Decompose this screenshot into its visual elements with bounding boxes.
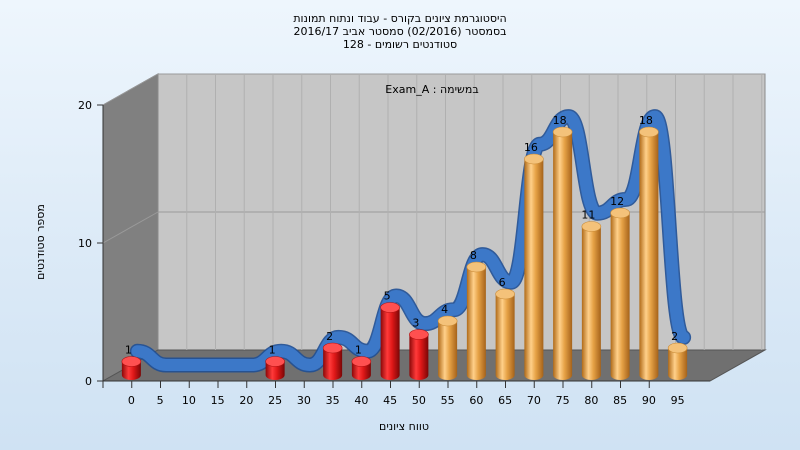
x-tick-label-75: 75 [556, 394, 570, 407]
x-tick-label-35: 35 [326, 394, 340, 407]
value-label-65: 6 [499, 276, 506, 289]
bar-body-90 [639, 132, 659, 380]
bar-70 [524, 153, 544, 380]
bar-cap-25 [265, 356, 285, 367]
title-line-3: סטודנטים רשומים - 128 [343, 38, 457, 51]
value-label-45: 5 [384, 290, 391, 303]
value-label-25: 1 [269, 344, 276, 357]
x-tick-label-10: 10 [182, 394, 196, 407]
x-tick-label-5: 5 [157, 394, 164, 407]
bar-85 [610, 207, 630, 380]
x-tick-label-85: 85 [613, 394, 627, 407]
bar-40 [351, 356, 372, 380]
y-tick-label-0: 0 [85, 375, 92, 388]
bar-60 [466, 261, 487, 380]
bar-body-85 [610, 213, 630, 380]
bar-55 [437, 315, 458, 380]
y-tick-label-20: 20 [78, 99, 92, 112]
x-axis-title: טווח ציונים [379, 420, 429, 433]
value-label-50: 3 [412, 317, 419, 330]
bar-0 [121, 356, 142, 380]
gridline-side-10 [102, 211, 159, 244]
bar-45 [380, 302, 400, 380]
bar-cap-50 [409, 329, 429, 340]
bar-body-50 [409, 334, 429, 380]
value-label-85: 12 [610, 195, 624, 208]
bar-cap-95 [667, 342, 688, 354]
bar-cap-75 [552, 126, 573, 138]
bar-cap-0 [121, 356, 142, 367]
chart-title: היסטוגרמת ציונים בקורס - עבוד ונתוח תמונ… [293, 12, 506, 51]
bar-75 [552, 126, 573, 380]
bar-body-70 [524, 159, 544, 380]
bar-25 [265, 356, 285, 380]
y-axis-title: מספר סטודנטים [34, 204, 47, 280]
x-tick-label-25: 25 [268, 394, 282, 407]
title-line-2: בסמסטר (02/2016) סמסטר אביב 2016/17 [293, 25, 506, 38]
bar-95 [667, 342, 688, 380]
bar-body-55 [438, 321, 458, 380]
bar-50 [409, 329, 429, 380]
x-tick-label-45: 45 [383, 394, 397, 407]
bar-body-35 [323, 348, 343, 380]
value-label-55: 4 [441, 303, 448, 316]
x-tick-label-15: 15 [211, 394, 225, 407]
x-tick-label-80: 80 [584, 394, 598, 407]
x-tick-label-50: 50 [412, 394, 426, 407]
y-tick-label-10: 10 [78, 237, 92, 250]
value-label-90: 18 [639, 114, 653, 127]
value-label-35: 2 [326, 330, 333, 343]
value-label-95: 2 [671, 330, 678, 343]
bar-65 [495, 288, 515, 380]
bar-body-95 [668, 348, 688, 380]
bar-90 [639, 126, 659, 380]
bar-80 [581, 221, 602, 380]
bars [121, 126, 688, 380]
bar-body-80 [581, 226, 601, 380]
bar-cap-55 [437, 315, 458, 327]
x-tick-labels: 0 5 10 15 20 25 30 35 40 45 50 55 60 65 70 75 80 85 90 95 [102, 381, 685, 407]
x-tick-label-20: 20 [239, 394, 253, 407]
title-line-1: היסטוגרמת ציונים בקורס - עבוד ונתוח תמונ… [293, 12, 506, 25]
bar-cap-65 [495, 288, 515, 300]
trend-ribbon [129, 109, 692, 373]
x-tick-label-40: 40 [354, 394, 368, 407]
bar-body-60 [466, 267, 486, 380]
value-label-80: 11 [581, 209, 595, 222]
bar-35 [322, 342, 343, 380]
bar-cap-80 [581, 221, 602, 232]
y-tick-labels: 0 10 20 [78, 99, 103, 388]
bar-cap-45 [380, 302, 400, 313]
bar-cap-60 [466, 261, 487, 273]
bar-body-75 [553, 132, 573, 380]
value-label-75: 18 [553, 114, 567, 127]
bar-cap-85 [610, 207, 630, 219]
x-tick-label-60: 60 [469, 394, 483, 407]
bar-cap-40 [351, 356, 372, 367]
value-label-60: 8 [470, 249, 477, 262]
x-tick-label-70: 70 [527, 394, 541, 407]
bar-cap-70 [524, 153, 544, 165]
chart-annotation: Exam_A : במשימה [385, 83, 478, 96]
x-tick-label-65: 65 [498, 394, 512, 407]
x-tick-label-30: 30 [297, 394, 311, 407]
bar-cap-35 [322, 342, 343, 354]
value-label-40: 1 [355, 344, 362, 357]
x-tick-label-0: 0 [128, 394, 135, 407]
value-label-70: 16 [524, 141, 538, 154]
trend-ribbon-line [131, 110, 690, 371]
bar-body-65 [495, 294, 515, 380]
x-tick-label-90: 90 [642, 394, 656, 407]
bar-body-45 [380, 307, 400, 380]
x-tick-label-55: 55 [441, 394, 455, 407]
gridline-side-20 [102, 73, 159, 106]
x-tick-label-95: 95 [671, 394, 685, 407]
value-label-0: 1 [125, 344, 132, 357]
bar-cap-90 [639, 126, 659, 138]
